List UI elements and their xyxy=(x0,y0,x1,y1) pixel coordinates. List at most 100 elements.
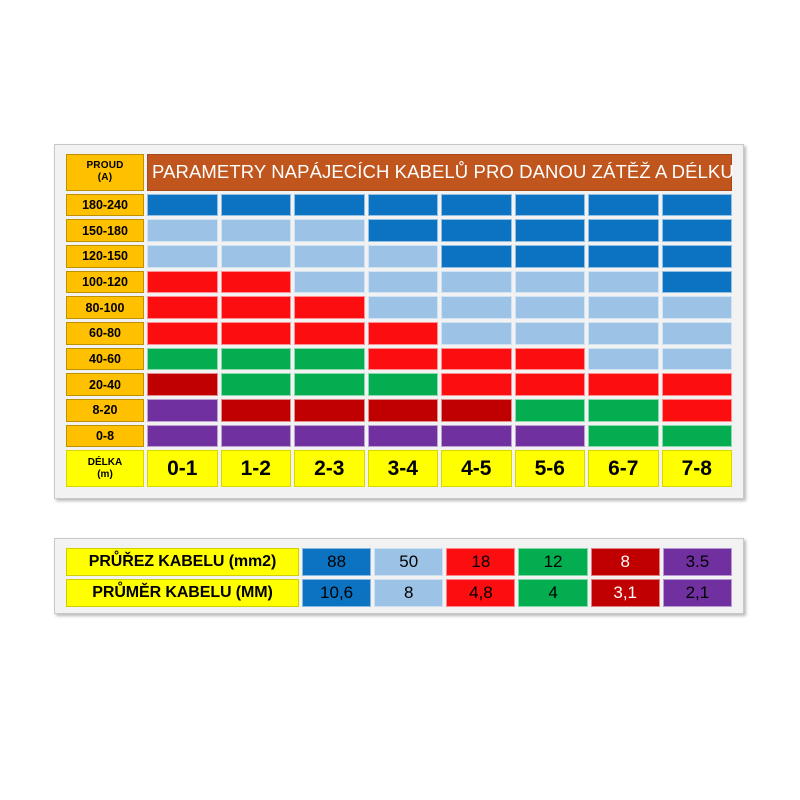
current-range-label: 40-60 xyxy=(66,347,144,371)
grid-cell xyxy=(661,373,732,396)
current-range-label: 120-150 xyxy=(66,245,144,268)
grid-cell xyxy=(514,219,585,243)
grid-row: 8-20 xyxy=(66,398,732,422)
length-range-label: 6-7 xyxy=(588,450,659,487)
length-range-label: 5-6 xyxy=(514,450,585,487)
grid-cell xyxy=(220,321,291,345)
grid-cell xyxy=(441,398,512,422)
grid-cell xyxy=(588,424,659,448)
grid-cell xyxy=(220,219,291,243)
grid-cell xyxy=(147,373,218,396)
current-range-label: 100-120 xyxy=(66,270,144,294)
legend-value: 10,6 xyxy=(302,579,372,607)
grid-cell xyxy=(514,270,585,294)
grid-cell xyxy=(661,245,732,268)
grid-cell xyxy=(367,347,438,371)
grid-cell xyxy=(220,373,291,396)
legend-row-label: PRŮŘEZ KABELU (mm2) xyxy=(66,548,299,576)
table-title: PARAMETRY NAPÁJECÍCH KABELŮ PRO DANOU ZÁ… xyxy=(147,154,734,191)
grid-cell xyxy=(294,321,365,345)
cable-parameters-grid: PROUD (A) PARAMETRY NAPÁJECÍCH KABELŮ PRO … xyxy=(63,151,735,490)
grid-cell xyxy=(514,296,585,319)
grid-cell xyxy=(294,373,365,396)
grid-cell xyxy=(367,296,438,319)
grid-cell xyxy=(588,270,659,294)
grid-row: 20-40 xyxy=(66,373,732,396)
current-range-label: 150-180 xyxy=(66,219,144,243)
grid-cell xyxy=(588,373,659,396)
grid-cell xyxy=(661,296,732,319)
grid-cell xyxy=(220,296,291,319)
grid-cell xyxy=(661,347,732,371)
current-range-label: 8-20 xyxy=(66,398,144,422)
grid-cell xyxy=(441,219,512,243)
grid-cell xyxy=(661,321,732,345)
legend-value: 18 xyxy=(446,548,516,576)
grid-cell xyxy=(588,321,659,345)
legend-value: 50 xyxy=(374,548,444,576)
grid-cell xyxy=(367,219,438,243)
current-range-label: 80-100 xyxy=(66,296,144,319)
current-axis-header: PROUD (A) xyxy=(66,154,144,191)
grid-cell xyxy=(661,270,732,294)
grid-cell xyxy=(367,398,438,422)
grid-cell xyxy=(441,321,512,345)
grid-cell xyxy=(220,245,291,268)
legend-value: 3,1 xyxy=(590,579,660,607)
legend-value: 12 xyxy=(518,548,588,576)
legend-value: 88 xyxy=(302,548,372,576)
grid-cell xyxy=(147,424,218,448)
grid-footer-row: DÉLKA (m) 0-1 1-2 2-3 3-4 4-5 5-6 6-7 7-8 xyxy=(66,450,732,487)
cable-size-legend-frame: PRŮŘEZ KABELU (mm2) 88 50 18 12 8 3.5 PRŮMĚR KA… xyxy=(54,538,744,614)
current-axis-header-title: PROUD xyxy=(86,160,124,172)
grid-cell xyxy=(367,270,438,294)
grid-cell xyxy=(294,296,365,319)
grid-cell xyxy=(441,347,512,371)
legend-row-label: PRŮMĚR KABELU (MM) xyxy=(66,579,299,607)
grid-cell xyxy=(147,347,218,371)
grid-cell xyxy=(588,193,659,217)
grid-cell xyxy=(588,219,659,243)
legend-row: PRŮŘEZ KABELU (mm2) 88 50 18 12 8 3.5 xyxy=(66,548,732,576)
grid-cell xyxy=(220,424,291,448)
grid-cell xyxy=(661,424,732,448)
legend-value: 8 xyxy=(374,579,444,607)
cable-parameters-table-frame: PROUD (A) PARAMETRY NAPÁJECÍCH KABELŮ PRO … xyxy=(54,144,744,499)
length-range-label: 7-8 xyxy=(661,450,732,487)
grid-cell xyxy=(294,245,365,268)
current-range-label: 60-80 xyxy=(66,321,144,345)
grid-cell xyxy=(147,219,218,243)
grid-cell xyxy=(294,219,365,243)
grid-cell xyxy=(147,321,218,345)
grid-row: 60-80 xyxy=(66,321,732,345)
grid-cell xyxy=(147,398,218,422)
grid-cell xyxy=(588,245,659,268)
grid-header-row: PROUD (A) PARAMETRY NAPÁJECÍCH KABELŮ PRO … xyxy=(66,154,734,191)
grid-cell xyxy=(294,398,365,422)
grid-cell xyxy=(661,398,732,422)
legend-value: 8 xyxy=(590,548,660,576)
grid-cell xyxy=(367,193,438,217)
grid-cell xyxy=(294,424,365,448)
grid-cell xyxy=(367,321,438,345)
grid-cell xyxy=(220,398,291,422)
legend-row: PRŮMĚR KABELU (MM) 10,6 8 4,8 4 3,1 2,1 xyxy=(66,579,732,607)
grid-row: 0-8 xyxy=(66,424,732,448)
grid-cell xyxy=(514,347,585,371)
legend-value: 4,8 xyxy=(446,579,516,607)
grid-row: 120-150 xyxy=(66,245,732,268)
grid-cell xyxy=(367,245,438,268)
grid-cell xyxy=(367,373,438,396)
current-range-label: 0-8 xyxy=(66,424,144,448)
grid-cell xyxy=(441,424,512,448)
legend-value: 3.5 xyxy=(662,548,732,576)
grid-cell xyxy=(588,398,659,422)
grid-cell xyxy=(441,270,512,294)
length-range-label: 0-1 xyxy=(147,450,218,487)
grid-cell xyxy=(661,193,732,217)
length-axis-header-unit: (m) xyxy=(97,468,113,480)
length-range-label: 1-2 xyxy=(220,450,291,487)
legend-value: 4 xyxy=(518,579,588,607)
length-range-label: 3-4 xyxy=(367,450,438,487)
current-range-label: 20-40 xyxy=(66,373,144,396)
